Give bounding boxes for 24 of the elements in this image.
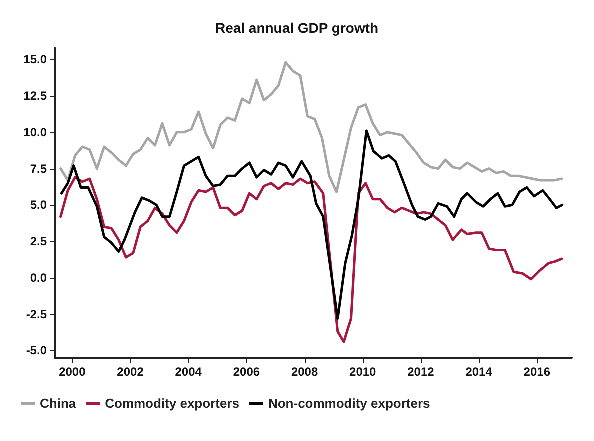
line-series (60, 130, 564, 320)
x-tick-label: 2006 (233, 365, 260, 379)
x-tick-label: 2016 (524, 365, 551, 379)
y-tick-label: 0.0 (30, 270, 48, 285)
y-tick-label: 2.5 (30, 234, 48, 249)
x-tick-label: 2000 (59, 365, 86, 379)
legend-label: Commodity exporters (105, 396, 240, 411)
y-tick-label: -5.0 (26, 344, 48, 358)
y-tick-label: 7.5 (30, 162, 48, 176)
y-tick-label: 15.0 (24, 52, 48, 67)
chart-title: Real annual GDP growth (215, 20, 379, 36)
x-tick-label: 2002 (117, 365, 144, 379)
x-tick-label: 2010 (350, 365, 377, 379)
x-tick-label: 2012 (408, 365, 435, 379)
x-tick-label: 2008 (291, 365, 318, 379)
line-series (60, 61, 564, 194)
y-tick-label: 10.0 (24, 125, 48, 140)
legend-label: China (40, 396, 77, 411)
x-tick-label: 2004 (175, 365, 202, 379)
y-tick-label: 12.5 (24, 89, 48, 104)
y-tick-label: 5.0 (30, 198, 48, 212)
legend-label: Non-commodity exporters (268, 396, 430, 411)
y-tick-label: -2.5 (26, 307, 48, 322)
x-tick-label: 2014 (466, 365, 493, 379)
